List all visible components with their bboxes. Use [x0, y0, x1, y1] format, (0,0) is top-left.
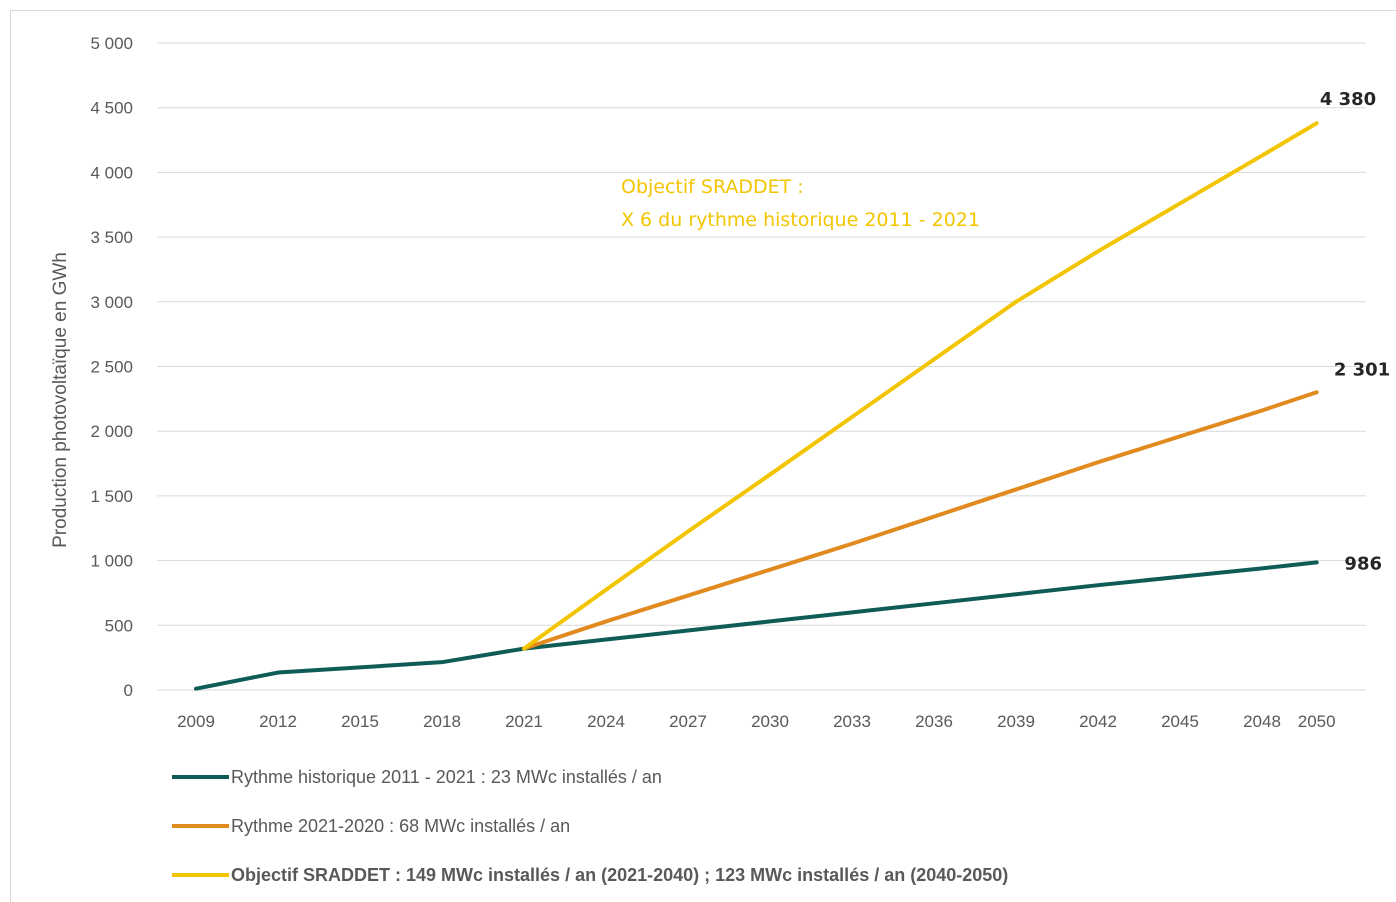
y-tick-label: 4 000: [90, 163, 133, 182]
y-tick-label: 2 500: [90, 358, 133, 377]
x-tick-label: 2042: [1079, 712, 1117, 731]
x-tick-label: 2027: [669, 712, 707, 731]
end-label-series-2: 2 301: [1334, 359, 1390, 380]
chart-frame: [10, 10, 1396, 902]
x-tick-label: 2021: [505, 712, 543, 731]
series-lines: [194, 121, 1319, 691]
y-tick-label: 1 500: [90, 487, 133, 506]
series-line-3: [522, 121, 1319, 651]
y-tick-label: 500: [105, 616, 133, 635]
y-tick-label: 1 000: [90, 552, 133, 571]
x-tick-label: 2036: [915, 712, 953, 731]
annotation-line-2: X 6 du rythme historique 2011 - 2021: [621, 209, 980, 231]
y-axis-label: Production photovoltaïque en GWh: [50, 252, 71, 548]
y-tick-label: 0: [124, 681, 133, 700]
legend-label-1: Rythme historique 2011 - 2021 : 23 MWc i…: [231, 767, 662, 787]
y-tick-label: 3 000: [90, 293, 133, 312]
x-tick-label: 2050: [1298, 712, 1336, 731]
legend-label-3: Objectif SRADDET : 149 MWc installés / a…: [231, 865, 1008, 885]
y-tick-label: 2 000: [90, 422, 133, 441]
x-axis-ticks: 2009 2012 2015 2018 2021 2024 2027 2030 2033 2036…: [177, 712, 1335, 731]
end-label-series-1: 986: [1344, 553, 1382, 574]
y-tick-label: 4 500: [90, 99, 133, 118]
annotation: Objectif SRADDET : X 6 du rythme histori…: [621, 176, 980, 231]
y-tick-label: 5 000: [90, 34, 133, 53]
x-tick-label: 2009: [177, 712, 215, 731]
x-tick-label: 2012: [259, 712, 297, 731]
gridlines: [157, 42, 1366, 691]
legend: Rythme historique 2011 - 2021 : 23 MWc i…: [172, 767, 1008, 885]
x-tick-label: 2024: [587, 712, 625, 731]
x-tick-label: 2048: [1243, 712, 1281, 731]
x-tick-label: 2018: [423, 712, 461, 731]
end-label-series-3: 4 380: [1320, 89, 1376, 110]
end-labels: 986 2 301 4 380: [1320, 89, 1390, 574]
x-tick-label: 2030: [751, 712, 789, 731]
x-tick-label: 2033: [833, 712, 871, 731]
y-axis-ticks: 0 500 1 000 1 500 2 000 2 500 3 000 3 500 4 000 4…: [90, 34, 133, 700]
x-tick-label: 2045: [1161, 712, 1199, 731]
x-tick-label: 2015: [341, 712, 379, 731]
annotation-line-1: Objectif SRADDET :: [621, 176, 804, 198]
legend-label-2: Rythme 2021-2020 : 68 MWc installés / an: [231, 816, 570, 836]
x-tick-label: 2039: [997, 712, 1035, 731]
y-tick-label: 3 500: [90, 228, 133, 247]
